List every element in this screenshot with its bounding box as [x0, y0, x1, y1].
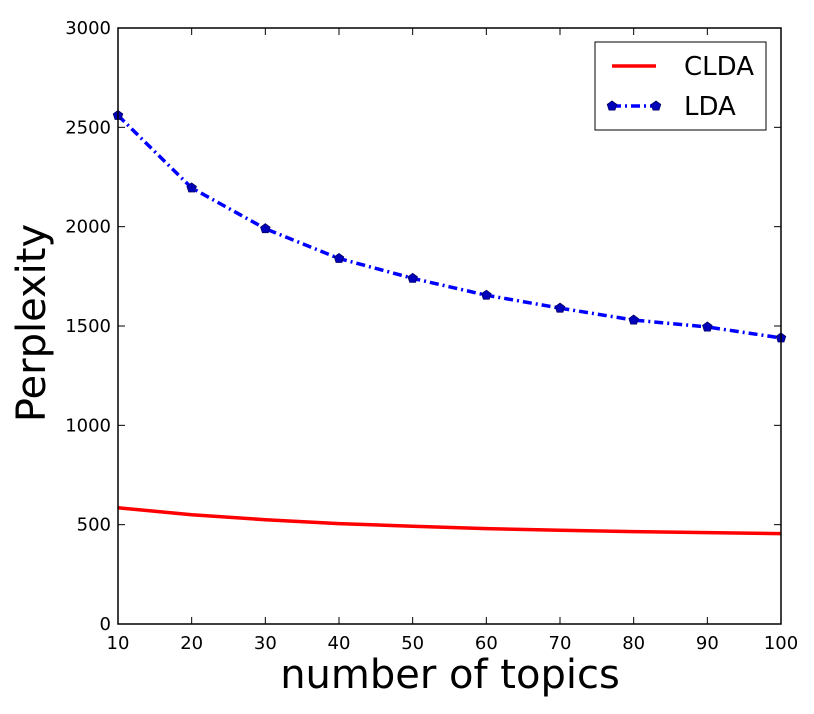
series-layer [112, 109, 787, 536]
y-tick-label: 1500 [65, 316, 111, 337]
legend-marker-lda [606, 100, 618, 111]
x-tick-label: 90 [696, 633, 719, 654]
x-tick-label: 20 [180, 633, 203, 654]
x-tick-label: 10 [107, 633, 130, 654]
legend: CLDA LDA [594, 41, 767, 131]
legend-label-clda: CLDA [684, 52, 754, 82]
x-axis-title: number of topics [280, 652, 620, 698]
series-line-lda [116, 114, 782, 340]
y-tick-label: 0 [100, 614, 111, 635]
x-tick-label: 40 [328, 633, 351, 654]
data-point-lda [260, 223, 271, 234]
data-point-lda [628, 314, 639, 325]
x-tick-label: 60 [475, 633, 498, 654]
data-point-lda [407, 272, 418, 283]
data-point-lda [481, 289, 492, 300]
y-tick-label: 1000 [65, 415, 111, 436]
y-tick-label: 2000 [65, 217, 111, 238]
series-line-clda [117, 506, 782, 536]
x-tick-label: 50 [401, 633, 424, 654]
data-point-lda [702, 321, 713, 332]
x-tick-label: 70 [549, 633, 572, 654]
ticks-layer: 10 20 30 40 50 60 70 80 90 1000500100015002000250… [65, 18, 798, 654]
y-tick-label: 3000 [65, 18, 111, 39]
y-axis-title: Perplexity [9, 224, 55, 422]
data-point-lda [554, 302, 566, 313]
legend-box [594, 41, 767, 131]
data-point-lda [186, 182, 197, 193]
y-tick-label: 500 [77, 515, 111, 536]
x-tick-label: 80 [622, 633, 645, 654]
legend-label-lda: LDA [684, 92, 736, 122]
x-tick-label: 100 [764, 633, 798, 654]
legend-marker-lda [650, 100, 662, 111]
x-tick-label: 30 [254, 633, 277, 654]
data-point-lda [333, 252, 345, 263]
y-tick-label: 2500 [65, 117, 111, 138]
